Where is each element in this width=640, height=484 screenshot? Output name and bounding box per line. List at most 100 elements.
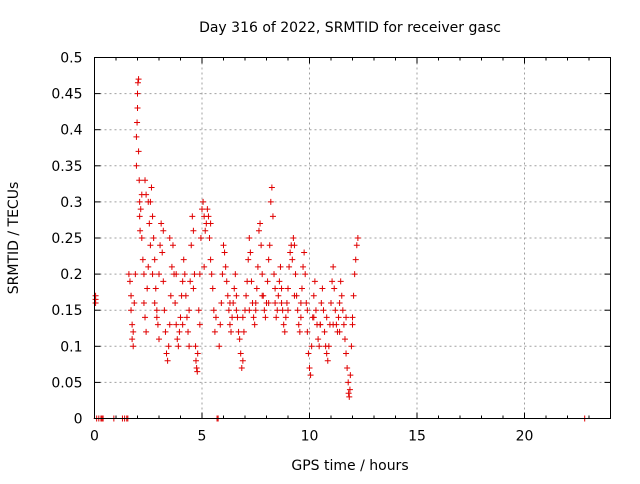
- data-point: [339, 307, 346, 314]
- data-point: [223, 278, 230, 285]
- data-point: [224, 292, 231, 299]
- y-tick-label: 0.25: [51, 231, 82, 247]
- data-point: [186, 343, 193, 350]
- data-point: [140, 271, 147, 278]
- data-point: [194, 368, 201, 375]
- data-point: [259, 292, 266, 299]
- y-tick-label: 0.2: [60, 267, 82, 283]
- data-point: [319, 285, 326, 292]
- data-point: [353, 242, 360, 249]
- data-point: [345, 390, 352, 397]
- data-point: [199, 206, 205, 213]
- data-point: [162, 328, 169, 335]
- data-point: [239, 357, 246, 364]
- data-point: [168, 263, 175, 270]
- data-point: [238, 364, 245, 371]
- data-point: [125, 271, 132, 278]
- data-point: [149, 213, 156, 220]
- data-point: [248, 278, 255, 285]
- data-point: [197, 235, 204, 241]
- data-point: [267, 198, 274, 205]
- data-point: [166, 235, 173, 241]
- data-point: [310, 314, 317, 321]
- data-point: [228, 328, 235, 335]
- chart-title: Day 316 of 2022, SRMTID for receiver gas…: [199, 20, 501, 36]
- data-point: [280, 321, 287, 328]
- data-point: [234, 314, 241, 321]
- data-point: [312, 307, 319, 314]
- data-point: [128, 292, 135, 299]
- data-point: [272, 299, 279, 306]
- x-tick-label: 10: [301, 429, 319, 445]
- data-point: [311, 278, 318, 285]
- data-point: [340, 321, 347, 328]
- data-point: [352, 256, 359, 263]
- data-point: [222, 263, 229, 270]
- data-point: [153, 307, 160, 314]
- data-point: [254, 263, 261, 270]
- data-point: [285, 307, 291, 314]
- data-point: [268, 184, 275, 191]
- data-point: [250, 314, 257, 321]
- data-point: [142, 177, 149, 184]
- data-point: [343, 350, 350, 357]
- data-point: [264, 278, 271, 285]
- data-point: [176, 328, 183, 335]
- data-point: [182, 292, 189, 299]
- data-point: [336, 328, 343, 335]
- data-point: [169, 242, 176, 249]
- data-point: [245, 256, 252, 263]
- data-point: [282, 314, 289, 321]
- data-point: [191, 271, 198, 278]
- y-tick-label: 0.4: [60, 123, 82, 139]
- data-point: [287, 249, 294, 256]
- x-tick-label: 5: [198, 429, 207, 445]
- data-point: [269, 213, 276, 220]
- data-point: [207, 256, 214, 263]
- data-point: [325, 343, 332, 350]
- data-point: [209, 285, 216, 292]
- data-point: [201, 263, 208, 270]
- x-axis-label: GPS time / hours: [291, 458, 408, 474]
- data-point: [207, 220, 214, 227]
- data-point: [212, 314, 219, 321]
- data-point: [136, 213, 143, 220]
- data-point: [266, 242, 273, 249]
- data-point: [261, 307, 268, 314]
- data-point: [265, 299, 272, 306]
- data-point: [271, 271, 278, 278]
- data-point: [279, 307, 286, 314]
- data-point: [237, 350, 244, 357]
- data-point: [131, 299, 138, 306]
- data-point: [179, 278, 186, 285]
- data-point: [193, 364, 200, 371]
- x-tick-label: 20: [516, 429, 534, 445]
- data-point: [297, 299, 304, 306]
- data-point: [196, 271, 203, 278]
- data-point: [330, 321, 337, 328]
- y-tick-label: 0.3: [60, 195, 82, 211]
- data-point: [220, 242, 227, 249]
- data-point: [181, 271, 188, 278]
- data-point: [304, 328, 311, 335]
- data-point: [142, 314, 149, 321]
- data-point: [251, 321, 258, 328]
- data-point: [246, 307, 253, 314]
- data-point: [297, 314, 304, 321]
- data-point: [307, 372, 314, 379]
- data-point: [183, 314, 190, 321]
- data-point: [159, 249, 166, 256]
- data-point: [211, 328, 218, 335]
- data-point: [332, 307, 339, 314]
- data-point: [232, 271, 239, 278]
- data-point: [139, 256, 146, 263]
- data-point: [149, 271, 156, 278]
- data-point: [257, 220, 264, 227]
- data-point: [235, 328, 242, 335]
- data-points: [92, 76, 588, 422]
- data-point: [275, 292, 282, 299]
- data-point: [173, 321, 180, 328]
- y-tick-label: 0.5: [60, 51, 82, 67]
- data-point: [259, 271, 266, 278]
